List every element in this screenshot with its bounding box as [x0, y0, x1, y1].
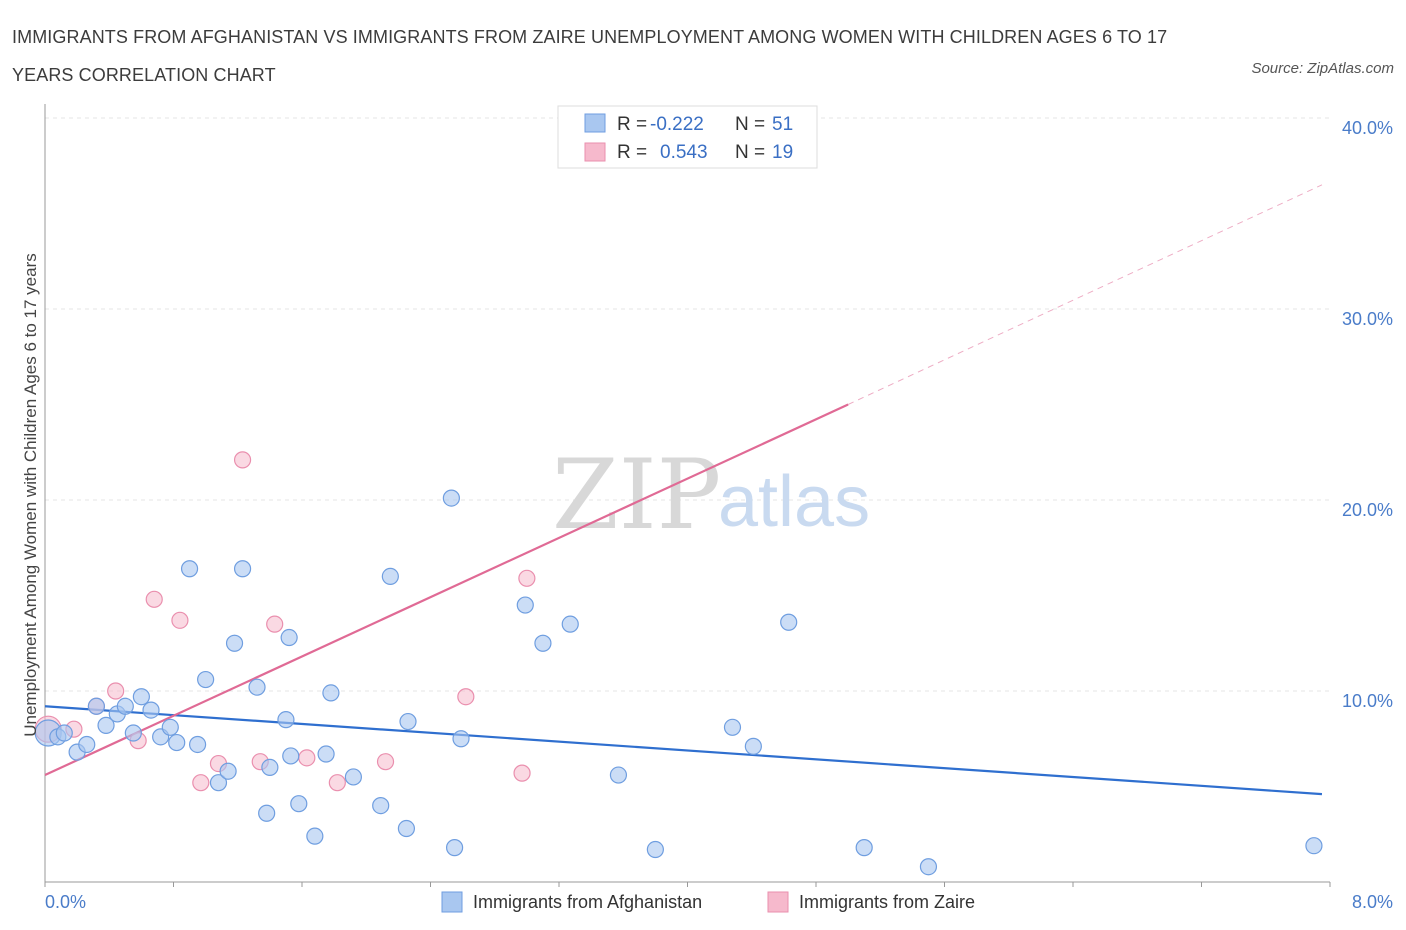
y-tick-label: 40.0% — [1342, 118, 1393, 138]
data-point-afghanistan — [124, 724, 142, 742]
data-point-afghanistan — [646, 840, 664, 859]
y-tick-label: 30.0% — [1342, 309, 1393, 329]
y-axis-label: Unemployment Among Women with Children A… — [21, 253, 40, 737]
data-point-afghanistan — [280, 628, 298, 647]
data-point-afghanistan — [116, 697, 134, 715]
stats-r-label: R = — [617, 114, 647, 135]
data-point-zaire — [328, 774, 346, 792]
data-point-zaire — [266, 615, 284, 633]
data-point-afghanistan — [197, 670, 215, 689]
data-point-afghanistan — [142, 701, 160, 719]
x-tick-label: 8.0% — [1352, 892, 1393, 912]
stats-box: R = -0.222 N = 51 R = 0.543 N = 19 — [557, 105, 818, 169]
data-point-afghanistan — [381, 567, 399, 586]
x-tick-label: 0.0% — [45, 892, 86, 912]
data-point-afghanistan — [780, 613, 798, 631]
data-point-zaire — [457, 688, 475, 706]
data-point-afghanistan — [277, 711, 295, 729]
data-point-afghanistan — [445, 839, 464, 857]
y-tick-label: 20.0% — [1342, 500, 1393, 520]
stats-n-label: N = — [735, 114, 765, 135]
data-point-afghanistan — [397, 819, 416, 838]
data-point-afghanistan — [744, 737, 762, 755]
watermark-atlas: atlas — [718, 462, 870, 542]
data-point-afghanistan — [322, 684, 340, 702]
trend-line-zaire — [44, 403, 849, 777]
data-point-zaire — [233, 451, 252, 469]
data-point-afghanistan — [87, 697, 106, 715]
legend-label-zaire: Immigrants from Zaire — [799, 892, 975, 912]
data-point-afghanistan — [168, 733, 186, 752]
y-tick-label: 10.0% — [1342, 691, 1393, 711]
data-point-afghanistan — [225, 634, 244, 652]
data-point-zaire — [107, 682, 125, 700]
chart-title: IMMIGRANTS FROM AFGHANISTAN VS IMMIGRANT… — [12, 27, 1168, 85]
axes: 10.0% 20.0% 30.0% 40.0% 0.0% 8.0% — [44, 104, 1393, 912]
trend-extension-zaire — [847, 184, 1323, 405]
data-point-afghanistan — [452, 730, 470, 748]
data-point-afghanistan — [344, 768, 362, 786]
legend-swatch-zaire — [767, 891, 789, 913]
data-point-zaire — [513, 764, 531, 782]
data-point-afghanistan — [55, 724, 73, 742]
data-point-afghanistan — [1305, 837, 1323, 855]
trend-lines — [44, 184, 1323, 796]
watermark-zip: ZIP — [552, 439, 721, 551]
legend-swatch-afghanistan — [441, 891, 463, 913]
stats-r-value-zaire: 0.543 — [660, 142, 708, 163]
data-point-afghanistan — [723, 718, 742, 736]
legend: Immigrants from Afghanistan Immigrants f… — [441, 891, 975, 913]
data-point-afghanistan — [609, 766, 628, 784]
watermark: ZIP atlas — [552, 439, 870, 551]
data-point-afghanistan — [188, 735, 207, 754]
data-point-zaire — [298, 749, 316, 767]
trend-line-afghanistan — [44, 705, 1323, 796]
data-point-afghanistan — [919, 858, 938, 876]
source-note: Source: ZipAtlas.com — [1251, 60, 1394, 77]
gridlines — [45, 117, 1330, 692]
data-point-afghanistan — [132, 688, 150, 706]
stats-r-label: R = — [617, 142, 647, 163]
data-point-afghanistan — [317, 745, 335, 763]
data-point-zaire — [145, 590, 163, 608]
data-point-afghanistan — [306, 827, 324, 845]
stats-n-value-afghanistan: 51 — [772, 114, 793, 135]
data-point-afghanistan — [290, 795, 308, 813]
data-point-afghanistan — [282, 747, 300, 765]
data-point-afghanistan — [97, 716, 115, 734]
data-point-afghanistan — [180, 560, 199, 578]
data-point-afghanistan — [78, 735, 96, 754]
data-point-zaire — [376, 753, 395, 771]
stats-n-label: N = — [735, 142, 765, 163]
data-point-zaire — [171, 611, 189, 629]
data-point-afghanistan — [219, 762, 237, 780]
data-point-zaire — [192, 774, 210, 792]
data-point-afghanistan — [561, 615, 579, 633]
data-points — [34, 109, 1323, 876]
data-point-afghanistan — [209, 774, 228, 792]
data-point-afghanistan — [233, 560, 252, 578]
data-point-afghanistan — [372, 796, 390, 815]
stats-swatch-zaire — [584, 142, 606, 162]
data-point-afghanistan — [258, 804, 276, 822]
data-point-afghanistan — [261, 758, 279, 777]
legend-label-afghanistan: Immigrants from Afghanistan — [473, 892, 702, 912]
data-point-afghanistan — [442, 489, 460, 507]
data-point-afghanistan — [248, 678, 266, 696]
data-point-zaire — [518, 569, 536, 587]
data-point-afghanistan — [534, 634, 552, 652]
data-point-afghanistan — [399, 712, 417, 731]
stats-n-value-zaire: 19 — [772, 142, 793, 163]
stats-r-value-afghanistan: -0.222 — [650, 114, 704, 135]
data-point-afghanistan — [855, 839, 873, 857]
data-point-afghanistan — [516, 596, 534, 614]
stats-swatch-afghanistan — [584, 113, 606, 133]
data-point-afghanistan — [161, 718, 179, 736]
